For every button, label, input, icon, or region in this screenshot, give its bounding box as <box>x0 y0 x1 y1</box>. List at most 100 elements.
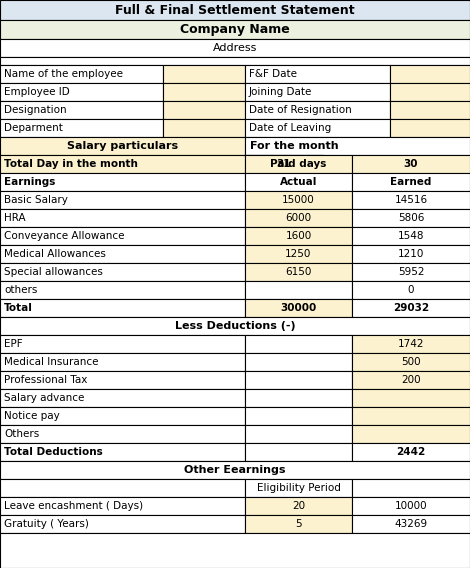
Text: Medical Insurance: Medical Insurance <box>4 357 99 367</box>
Bar <box>352 227 470 245</box>
Text: Eligibility Period: Eligibility Period <box>257 483 340 493</box>
Bar <box>245 191 352 209</box>
Bar <box>0 353 245 371</box>
Text: Other Eearnings: Other Eearnings <box>184 465 286 475</box>
Text: 20: 20 <box>292 501 305 511</box>
Bar <box>0 191 245 209</box>
Bar <box>245 353 352 371</box>
Bar <box>352 371 470 389</box>
Text: 43269: 43269 <box>394 519 428 529</box>
Text: HRA: HRA <box>4 213 26 223</box>
Text: Employee ID: Employee ID <box>4 87 70 97</box>
Bar <box>245 155 323 173</box>
Bar <box>245 371 352 389</box>
Bar <box>245 281 352 299</box>
Bar <box>245 155 352 173</box>
Bar <box>0 173 245 191</box>
Bar <box>352 173 470 191</box>
Text: 1250: 1250 <box>285 249 312 259</box>
Text: 1548: 1548 <box>398 231 424 241</box>
Bar <box>245 173 352 191</box>
Text: 1742: 1742 <box>398 339 424 349</box>
Text: Leave encashment ( Days): Leave encashment ( Days) <box>4 501 143 511</box>
Bar <box>0 425 245 443</box>
Bar <box>0 479 245 497</box>
Text: Others: Others <box>4 429 39 439</box>
Bar <box>0 20 470 39</box>
Text: 500: 500 <box>401 357 421 367</box>
Bar <box>0 515 245 533</box>
Bar <box>0 119 163 137</box>
Bar <box>352 281 470 299</box>
Bar <box>163 83 245 101</box>
Text: 5952: 5952 <box>398 267 424 277</box>
Text: 1210: 1210 <box>398 249 424 259</box>
Text: 29032: 29032 <box>393 303 429 313</box>
Bar <box>0 497 245 515</box>
Bar <box>390 119 470 137</box>
Text: Medical Allowances: Medical Allowances <box>4 249 106 259</box>
Bar <box>0 299 245 317</box>
Text: F&F Date: F&F Date <box>249 69 297 79</box>
Bar <box>352 479 470 497</box>
Text: 0: 0 <box>408 285 414 295</box>
Bar <box>390 65 470 83</box>
Bar <box>245 263 352 281</box>
Text: others: others <box>4 285 38 295</box>
Bar <box>245 209 352 227</box>
Bar <box>352 263 470 281</box>
Text: 6150: 6150 <box>285 267 312 277</box>
Bar <box>352 497 470 515</box>
Bar <box>0 263 245 281</box>
Text: Name of the employee: Name of the employee <box>4 69 123 79</box>
Bar <box>0 39 470 57</box>
Bar <box>245 245 352 263</box>
Bar <box>0 407 245 425</box>
Text: Paid days: Paid days <box>270 159 327 169</box>
Text: Gratuity ( Years): Gratuity ( Years) <box>4 519 89 529</box>
Bar <box>245 497 352 515</box>
Text: Earnings: Earnings <box>4 177 55 187</box>
Bar <box>245 443 352 461</box>
Bar <box>352 335 470 353</box>
Text: Less Deductions (-): Less Deductions (-) <box>175 321 295 331</box>
Text: Basic Salary: Basic Salary <box>4 195 68 205</box>
Bar <box>163 101 245 119</box>
Text: 2442: 2442 <box>396 447 426 457</box>
Text: Total Day in the month: Total Day in the month <box>4 159 138 169</box>
Bar <box>0 461 470 479</box>
Bar <box>352 191 470 209</box>
Bar <box>0 65 163 83</box>
Text: EPF: EPF <box>4 339 23 349</box>
Bar <box>163 119 245 137</box>
Text: Deparment: Deparment <box>4 123 63 133</box>
Text: For the month: For the month <box>250 141 338 151</box>
Text: 10000: 10000 <box>395 501 427 511</box>
Bar <box>245 83 390 101</box>
Bar <box>245 515 352 533</box>
Bar <box>352 245 470 263</box>
Bar <box>0 0 470 20</box>
Text: Designation: Designation <box>4 105 67 115</box>
Bar <box>0 83 163 101</box>
Text: 200: 200 <box>401 375 421 385</box>
Bar <box>245 425 352 443</box>
Text: Date of Resignation: Date of Resignation <box>249 105 352 115</box>
Bar <box>352 515 470 533</box>
Text: Salary particulars: Salary particulars <box>67 141 178 151</box>
Bar <box>352 443 470 461</box>
Bar <box>0 101 163 119</box>
Text: 30: 30 <box>404 159 418 169</box>
Text: Special allowances: Special allowances <box>4 267 103 277</box>
Bar <box>0 335 245 353</box>
Bar <box>0 155 323 173</box>
Bar <box>245 407 352 425</box>
Bar <box>390 101 470 119</box>
Bar <box>0 533 470 568</box>
Bar <box>245 227 352 245</box>
Bar <box>245 479 352 497</box>
Bar <box>352 299 470 317</box>
Text: Full & Final Settlement Statement: Full & Final Settlement Statement <box>115 3 355 16</box>
Bar <box>352 353 470 371</box>
Bar <box>0 57 470 65</box>
